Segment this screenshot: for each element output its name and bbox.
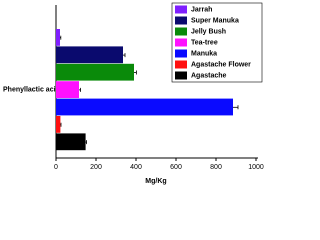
- x-tick-label: 1000: [248, 164, 264, 171]
- x-tick-label: 800: [210, 164, 222, 171]
- error-bar: [60, 122, 62, 127]
- error-bar: [79, 87, 81, 92]
- bar: [56, 133, 86, 151]
- error-bar: [60, 35, 62, 40]
- legend-swatch: [175, 60, 187, 69]
- error-bar: [85, 140, 87, 145]
- bar: [56, 29, 60, 46]
- x-axis-label: Mg/Kg: [145, 178, 166, 185]
- category-label: Phenyllactic acid: [3, 87, 60, 94]
- error-bar: [134, 70, 137, 75]
- chart: 0 200 400 600 800 1000 Mg/Kg Phenyllactic acid J…: [3, 2, 264, 185]
- legend-label: Tea-tree: [191, 39, 218, 46]
- legend-swatch: [175, 16, 187, 25]
- legend-swatch: [175, 27, 187, 36]
- legend-label: Jelly Bush: [191, 28, 226, 35]
- error-bar: [123, 53, 126, 58]
- legend-label: Agastache: [191, 72, 227, 79]
- bar: [56, 46, 123, 64]
- x-tick-label: 0: [54, 164, 58, 171]
- legend-label: Super Manuka: [191, 17, 239, 24]
- bar: [56, 116, 61, 133]
- legend-swatch: [175, 38, 187, 47]
- error-bar: [233, 105, 239, 110]
- bar: [56, 63, 134, 81]
- legend-swatch: [175, 71, 187, 80]
- legend-label: Agastache Flower: [191, 61, 251, 68]
- legend-label: Manuka: [191, 50, 217, 57]
- bar: [56, 98, 233, 116]
- legend-label: Jarrah: [191, 6, 212, 13]
- legend-swatch: [175, 49, 187, 58]
- legend-swatch: [175, 5, 187, 14]
- x-tick-label: 200: [90, 164, 102, 171]
- x-tick-label: 600: [170, 164, 182, 171]
- bar: [56, 81, 79, 98]
- x-tick-label: 400: [130, 164, 142, 171]
